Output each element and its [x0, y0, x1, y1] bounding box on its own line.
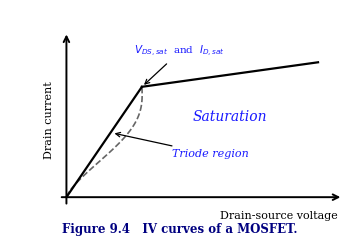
Text: Drain-source voltage: Drain-source voltage	[220, 211, 338, 221]
Text: Figure 9.4   IV curves of a MOSFET.: Figure 9.4 IV curves of a MOSFET.	[62, 223, 297, 236]
Text: Saturation: Saturation	[193, 110, 267, 124]
Text: Drain current: Drain current	[44, 82, 54, 159]
Text: $V_{DS,sat}$  and  $I_{D,sat}$: $V_{DS,sat}$ and $I_{D,sat}$	[134, 44, 225, 84]
Text: Triode region: Triode region	[116, 133, 249, 159]
